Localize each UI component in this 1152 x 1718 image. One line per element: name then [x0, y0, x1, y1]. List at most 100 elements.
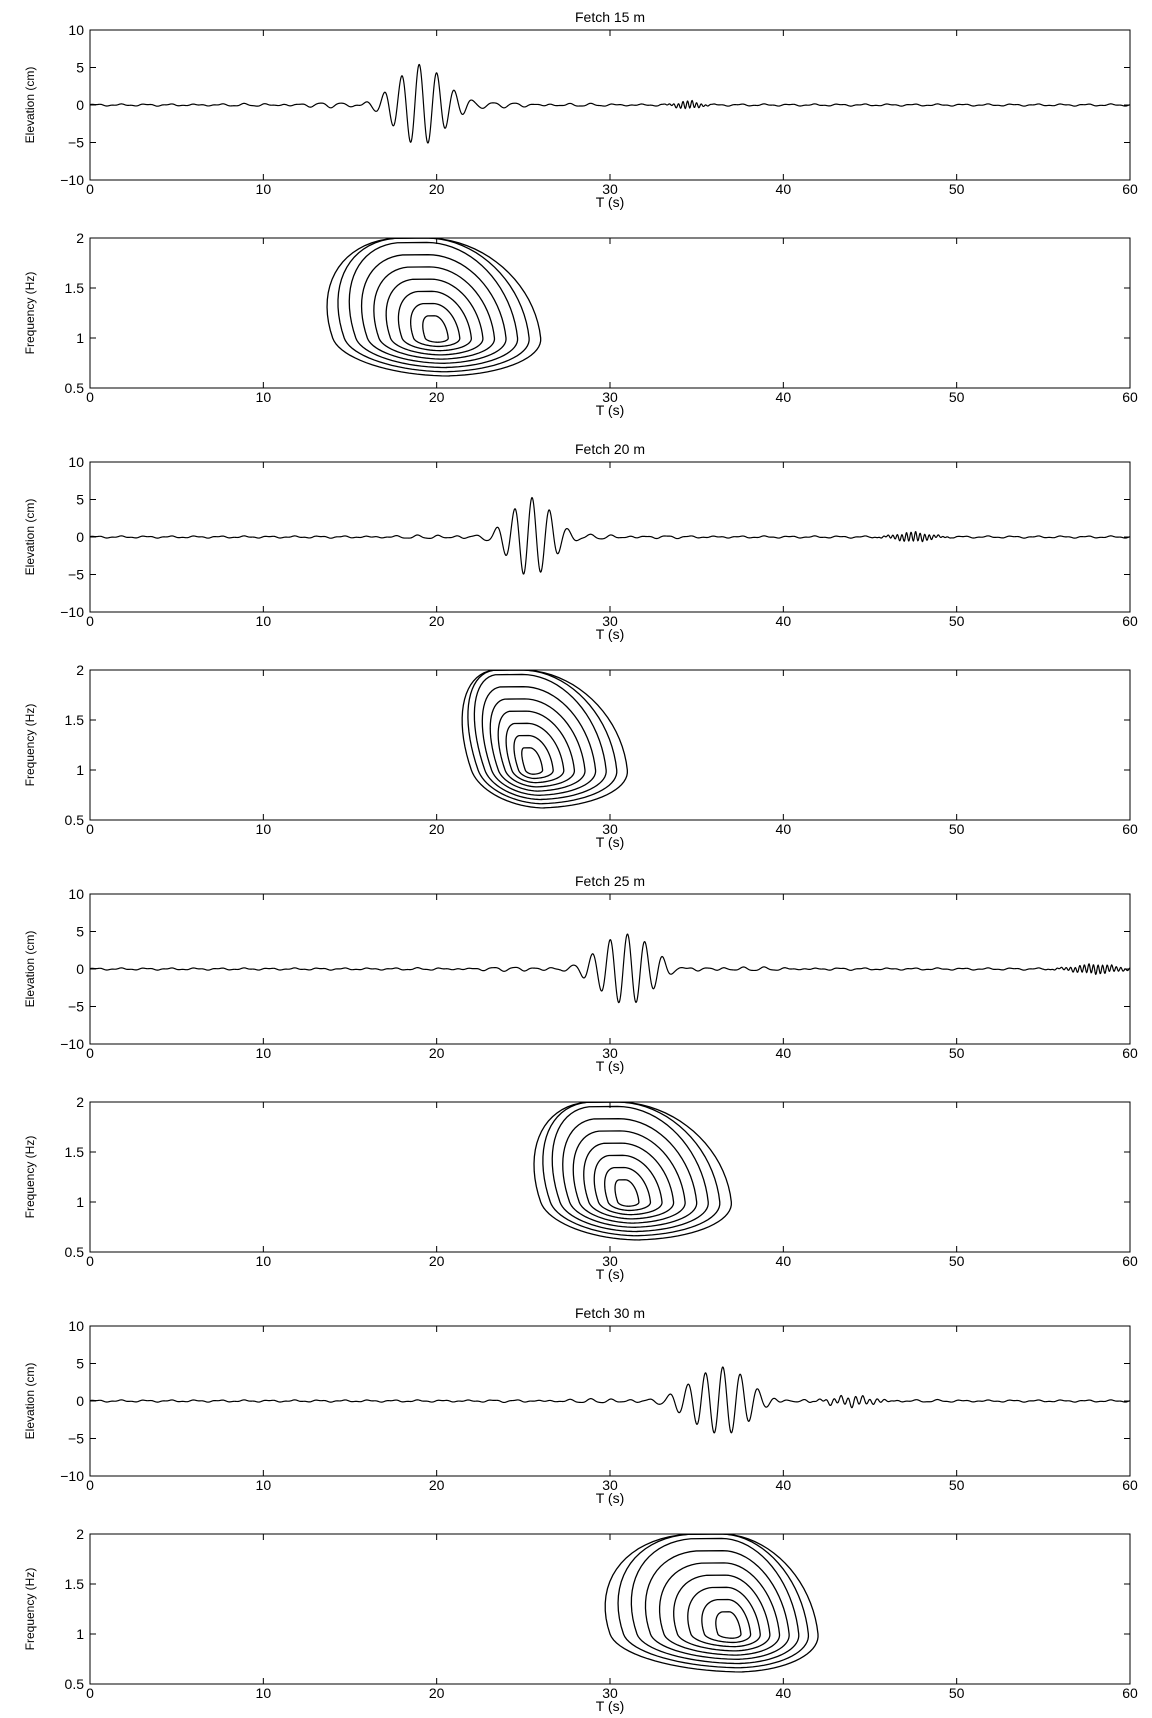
x-tick-label: 60	[1122, 821, 1138, 837]
x-tick-label: 30	[602, 181, 618, 197]
y-tick-label: 10	[68, 1318, 84, 1334]
panel-3	[89, 669, 1131, 821]
x-tick-label: 40	[776, 1045, 792, 1061]
contour-level	[461, 670, 629, 809]
x-tick-label: 30	[602, 1685, 618, 1701]
x-tick-label: 60	[1122, 613, 1138, 629]
y-axis-label: Frequency (Hz)	[23, 704, 37, 787]
y-tick-label: −10	[60, 172, 84, 188]
panel-2	[89, 461, 1131, 613]
x-tick-label: 20	[429, 1045, 445, 1061]
x-tick-label: 10	[256, 389, 272, 405]
y-tick-label: 0	[76, 97, 84, 113]
y-tick-label: 0	[76, 961, 84, 977]
y-tick-label: 10	[68, 886, 84, 902]
x-axis-label: T (s)	[596, 626, 625, 642]
x-axis-label: T (s)	[596, 1266, 625, 1282]
axes-frame	[89, 893, 1131, 1045]
contour-level	[473, 673, 607, 801]
axes-frame	[89, 1325, 1131, 1477]
x-tick-label: 10	[256, 613, 272, 629]
x-tick-label: 60	[1122, 1253, 1138, 1269]
contour-level	[583, 1142, 675, 1220]
x-tick-label: 10	[256, 181, 272, 197]
x-tick-label: 20	[429, 1477, 445, 1493]
x-axis-label: T (s)	[596, 402, 625, 418]
elevation-line	[90, 63, 1130, 144]
contour-level	[673, 1574, 771, 1652]
x-tick-label: 50	[949, 1685, 965, 1701]
y-axis-label: Elevation (cm)	[23, 1363, 37, 1440]
x-axis-label: T (s)	[596, 1490, 625, 1506]
y-tick-label: 2	[76, 230, 84, 246]
y-tick-label: 1	[76, 1194, 84, 1210]
x-tick-label: 60	[1122, 1685, 1138, 1701]
contour-level	[687, 1586, 761, 1648]
y-axis-label: Elevation (cm)	[23, 931, 37, 1008]
y-tick-label: −5	[68, 1431, 84, 1447]
x-tick-label: 30	[602, 1253, 618, 1269]
contour-level	[497, 710, 576, 788]
x-tick-label: 10	[256, 1253, 272, 1269]
x-axis-label: T (s)	[596, 1058, 625, 1074]
y-tick-label: −10	[60, 1036, 84, 1052]
x-tick-label: 40	[776, 821, 792, 837]
y-tick-label: 1	[76, 330, 84, 346]
x-tick-label: 40	[776, 1253, 792, 1269]
x-tick-label: 60	[1122, 181, 1138, 197]
contour-level	[542, 1102, 721, 1237]
y-tick-label: 1.5	[65, 1576, 85, 1592]
contour-level	[644, 1550, 790, 1660]
x-tick-label: 50	[949, 389, 965, 405]
contour-level	[658, 1562, 781, 1656]
contour-level	[373, 266, 496, 360]
y-tick-label: 0.5	[65, 1244, 85, 1260]
x-tick-label: 20	[429, 613, 445, 629]
panel-title: Fetch 20 m	[575, 441, 645, 457]
x-tick-label: 40	[776, 389, 792, 405]
axes-frame	[89, 237, 1131, 389]
x-tick-label: 60	[1122, 1045, 1138, 1061]
y-tick-label: 1.5	[65, 1144, 85, 1160]
panel-title: Fetch 15 m	[575, 9, 645, 25]
x-tick-label: 60	[1122, 389, 1138, 405]
x-tick-label: 50	[949, 1477, 965, 1493]
y-tick-label: 1.5	[65, 712, 85, 728]
y-tick-label: 1	[76, 1626, 84, 1642]
contour-level	[409, 302, 461, 348]
y-tick-label: 0.5	[65, 812, 85, 828]
contour-level	[521, 747, 544, 775]
contour-level	[326, 238, 542, 377]
y-tick-label: 10	[68, 22, 84, 38]
contour-level	[593, 1154, 663, 1216]
x-tick-label: 50	[949, 613, 965, 629]
x-tick-label: 30	[602, 389, 618, 405]
panel-title: Fetch 25 m	[575, 873, 645, 889]
contour-level	[505, 722, 565, 784]
axes-frame	[89, 461, 1131, 613]
contour-level	[397, 290, 472, 352]
contour-level	[604, 1534, 819, 1673]
y-axis-label: Frequency (Hz)	[23, 1136, 37, 1219]
y-axis-label: Frequency (Hz)	[23, 272, 37, 355]
x-axis-label: T (s)	[596, 1698, 625, 1714]
y-tick-label: 5	[76, 1356, 84, 1372]
axes-frame	[89, 1533, 1131, 1685]
y-tick-label: −5	[68, 135, 84, 151]
y-tick-label: 0	[76, 1393, 84, 1409]
contour-level	[617, 1534, 810, 1669]
x-axis-label: T (s)	[596, 194, 625, 210]
y-tick-label: 10	[68, 454, 84, 470]
contour-level	[385, 278, 484, 356]
panel-7	[89, 1533, 1131, 1685]
axes-frame	[89, 669, 1131, 821]
y-tick-label: 1.5	[65, 280, 85, 296]
panel-6	[89, 1325, 1131, 1477]
x-tick-label: 0	[86, 1045, 94, 1061]
x-tick-label: 20	[429, 1685, 445, 1701]
x-tick-label: 40	[776, 1477, 792, 1493]
contour-level	[715, 1611, 742, 1639]
contour-level	[337, 238, 530, 373]
contour-level	[467, 670, 618, 805]
